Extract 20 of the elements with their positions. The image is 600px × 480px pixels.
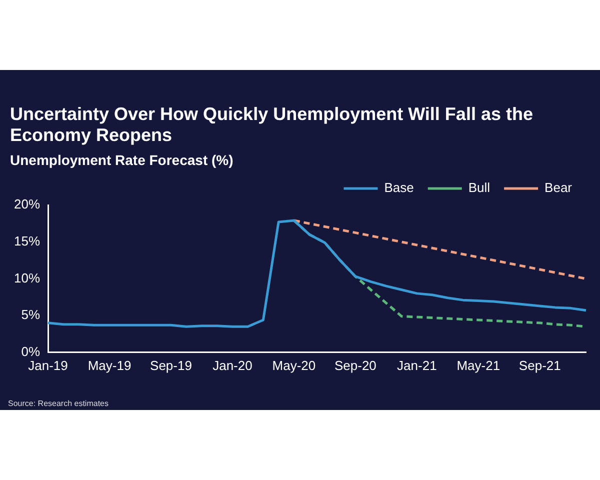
legend-label: Bull xyxy=(468,180,490,196)
y-tick-label: 15% xyxy=(14,233,40,248)
x-tick-label: May-20 xyxy=(272,358,316,373)
legend-label: Bear xyxy=(544,180,573,196)
y-tick-label: 20% xyxy=(14,196,40,212)
x-tick-label: Sep-20 xyxy=(334,358,376,373)
x-tick-label: Sep-21 xyxy=(518,358,561,373)
x-tick-label: Jan-21 xyxy=(397,358,437,373)
y-tick-label: 0% xyxy=(21,344,40,359)
x-tick-label: Jan-19 xyxy=(28,358,68,373)
x-tick-label: Jan-20 xyxy=(212,358,252,373)
chart-subtitle: Unemployment Rate Forecast (%) xyxy=(9,151,234,168)
x-tick-label: May-21 xyxy=(456,358,500,373)
x-tick-label: May-19 xyxy=(88,358,132,373)
y-tick-label: 5% xyxy=(21,307,40,322)
source-note: Source: Research estimates xyxy=(8,399,108,408)
x-tick-label: Sep-19 xyxy=(150,358,192,373)
legend-label: Base xyxy=(384,180,414,196)
y-tick-label: 10% xyxy=(14,270,40,286)
chart-title: Uncertainty Over How Quickly Unemployment Will Fall as the Economy Reopens xyxy=(9,103,534,146)
